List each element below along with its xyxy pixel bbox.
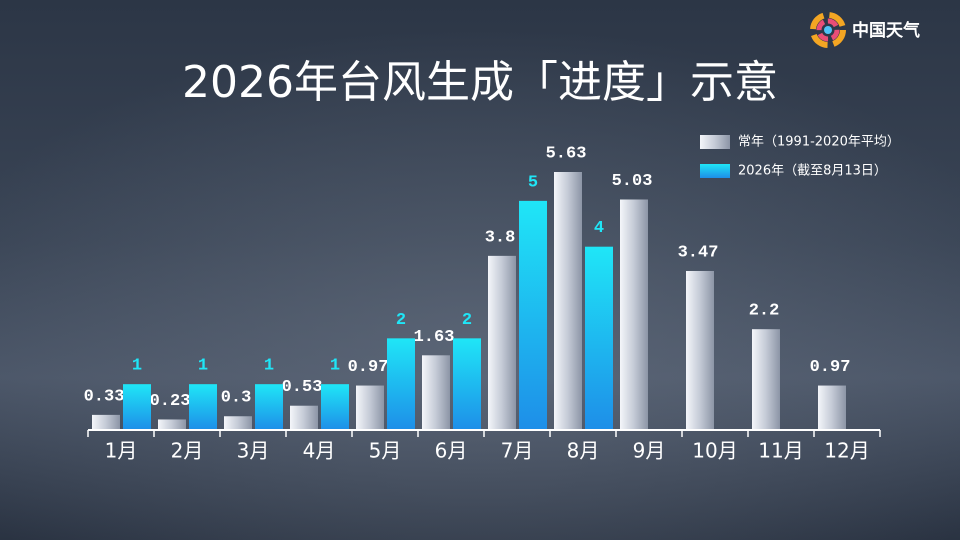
data-label: 0.33 <box>84 387 125 406</box>
bar <box>321 384 349 430</box>
x-tick-label: 5月 <box>369 439 402 463</box>
bar <box>519 200 547 430</box>
data-label: 0.3 <box>221 389 252 408</box>
data-label: 0.97 <box>348 358 389 377</box>
x-tick-label: 7月 <box>501 439 534 463</box>
data-label: 5.63 <box>546 144 587 163</box>
data-label: 0.23 <box>150 392 191 411</box>
x-tick-label: 1月 <box>105 439 138 463</box>
bar <box>488 255 516 430</box>
legend-label: 常年（1991-2020年平均） <box>738 135 900 150</box>
bar <box>554 172 582 430</box>
bar <box>422 355 450 430</box>
chart-title: 2026年台风生成「进度」示意 <box>182 57 778 108</box>
bar <box>255 384 283 430</box>
bar <box>620 199 648 430</box>
x-tick-label: 11月 <box>758 439 803 463</box>
legend-swatch <box>700 135 730 149</box>
x-tick-label: 6月 <box>435 439 468 463</box>
bar <box>224 416 252 430</box>
bar <box>453 338 481 430</box>
data-label: 3.8 <box>485 228 516 247</box>
data-label: 0.97 <box>810 358 851 377</box>
bar <box>189 384 217 430</box>
x-tick-label: 3月 <box>237 439 270 463</box>
bar <box>686 270 714 430</box>
data-label: 0.53 <box>282 378 323 397</box>
bar <box>290 405 318 430</box>
data-label: 1 <box>132 357 142 376</box>
bar <box>356 385 384 430</box>
x-tick-label: 4月 <box>303 439 336 463</box>
bar <box>123 384 151 430</box>
brand: 中国天气 <box>852 20 920 41</box>
x-tick-label: 9月 <box>633 439 666 463</box>
x-tick-label: 10月 <box>692 439 737 463</box>
x-tick-label: 12月 <box>824 439 869 463</box>
data-label: 4 <box>594 219 604 238</box>
x-tick-label: 8月 <box>567 439 600 463</box>
data-label: 2.2 <box>749 302 780 321</box>
data-label: 2 <box>396 311 406 330</box>
logo <box>810 12 846 48</box>
data-label: 1 <box>198 357 208 376</box>
bar <box>158 419 186 430</box>
data-label: 1 <box>330 357 340 376</box>
bar <box>752 329 780 430</box>
bar <box>92 414 120 430</box>
data-label: 3.47 <box>678 243 719 262</box>
data-label: 1.63 <box>414 328 455 347</box>
bar <box>818 385 846 430</box>
legend-swatch <box>700 164 730 178</box>
legend-label: 2026年（截至8月13日） <box>738 164 887 179</box>
data-label: 5.03 <box>612 172 653 191</box>
bar <box>387 338 415 430</box>
data-label: 5 <box>528 173 538 192</box>
bar <box>585 246 613 430</box>
data-label: 1 <box>264 357 274 376</box>
data-label: 2 <box>462 311 472 330</box>
x-tick-label: 2月 <box>171 439 204 463</box>
